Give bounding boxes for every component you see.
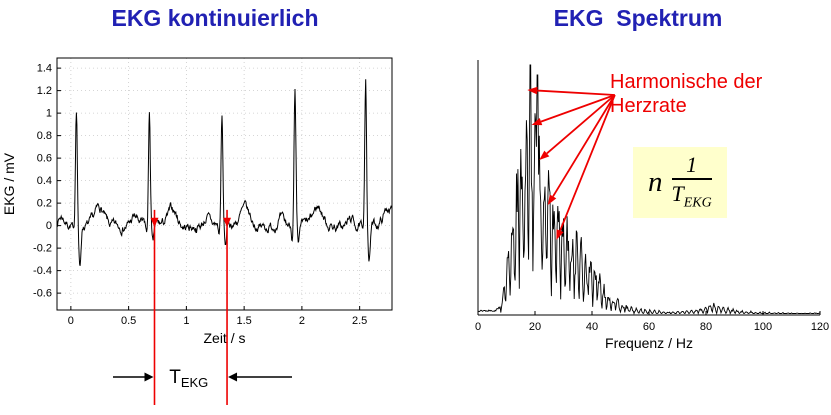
formula-denominator: TEKG <box>672 181 712 211</box>
svg-text:0: 0 <box>475 321 481 333</box>
svg-text:-0.4: -0.4 <box>33 265 52 277</box>
svg-text:0.2: 0.2 <box>37 198 52 210</box>
svg-text:1: 1 <box>183 315 189 327</box>
formula-box: n 1 TEKG <box>633 147 727 218</box>
right-chart-title: EKG Spektrum <box>553 5 723 31</box>
harmonic-arrow <box>552 94 616 197</box>
svg-text:80: 80 <box>700 321 712 333</box>
harmonic-arrow-head <box>539 150 550 160</box>
harmonics-annotation-line2: Herzrate <box>610 95 687 118</box>
dimension-arrow-right <box>228 372 238 382</box>
svg-text:-0.2: -0.2 <box>33 243 52 255</box>
left-chart-title: EKG kontinuierlich <box>111 5 319 31</box>
svg-text:2.5: 2.5 <box>352 315 367 327</box>
harmonic-arrow-head <box>531 118 543 126</box>
harmonic-arrow <box>559 94 616 232</box>
svg-text:1.4: 1.4 <box>37 63 52 75</box>
svg-text:1: 1 <box>46 108 52 120</box>
t-ekg-label: TEKG <box>169 367 208 390</box>
svg-text:2: 2 <box>299 315 305 327</box>
harmonic-arrow-head <box>547 194 557 205</box>
spectrum-trace <box>477 64 821 316</box>
period-marker-tip <box>223 217 232 228</box>
ekg-spectrum-chart: 0 20 40 60 80 100 120 Frequenz / Hz <box>475 60 829 351</box>
svg-text:20: 20 <box>529 321 541 333</box>
formula-factor: n <box>648 165 663 198</box>
harmonic-arrow-head <box>556 229 564 240</box>
svg-text:EKG / mV: EKG / mV <box>1 152 17 215</box>
formula-denominator-sub: EKG <box>683 195 712 211</box>
svg-text:Zeit / s: Zeit / s <box>203 330 245 346</box>
formula-numerator: 1 <box>686 152 698 177</box>
svg-text:1.5: 1.5 <box>236 315 251 327</box>
svg-text:0.5: 0.5 <box>121 315 136 327</box>
harmonics-annotation: Harmonische der Herzrate <box>610 70 762 119</box>
svg-text:120: 120 <box>811 321 829 333</box>
harmonic-arrow <box>537 89 615 96</box>
harmonic-arrow <box>546 94 616 155</box>
svg-text:0: 0 <box>68 315 74 327</box>
svg-text:Frequenz / Hz: Frequenz / Hz <box>605 335 693 351</box>
svg-text:0: 0 <box>46 220 52 232</box>
dimension-arrow-left <box>144 372 154 382</box>
fraction-bar <box>671 178 712 181</box>
svg-text:40: 40 <box>586 321 598 333</box>
svg-text:60: 60 <box>643 321 655 333</box>
svg-text:0.4: 0.4 <box>37 175 52 187</box>
period-marker-tip <box>150 217 159 228</box>
harmonic-arrow-head <box>527 86 538 95</box>
svg-text:100: 100 <box>754 321 772 333</box>
svg-text:0.8: 0.8 <box>37 130 52 142</box>
harmonic-arrow <box>540 94 616 123</box>
svg-text:0.6: 0.6 <box>37 153 52 165</box>
ekg-trace <box>57 79 392 266</box>
svg-text:-0.6: -0.6 <box>33 288 52 300</box>
ekg-time-chart: 0 0.5 1 1.5 2 2.5 -0.6 -0.4 -0.2 0 0.2 0.4 0.6 0.8 1 1.… <box>1 57 393 405</box>
svg-text:1.2: 1.2 <box>37 85 52 97</box>
formula-fraction: 1 TEKG <box>671 152 712 212</box>
harmonics-annotation-line1: Harmonische der <box>610 71 763 93</box>
formula-denominator-main: T <box>671 181 684 207</box>
